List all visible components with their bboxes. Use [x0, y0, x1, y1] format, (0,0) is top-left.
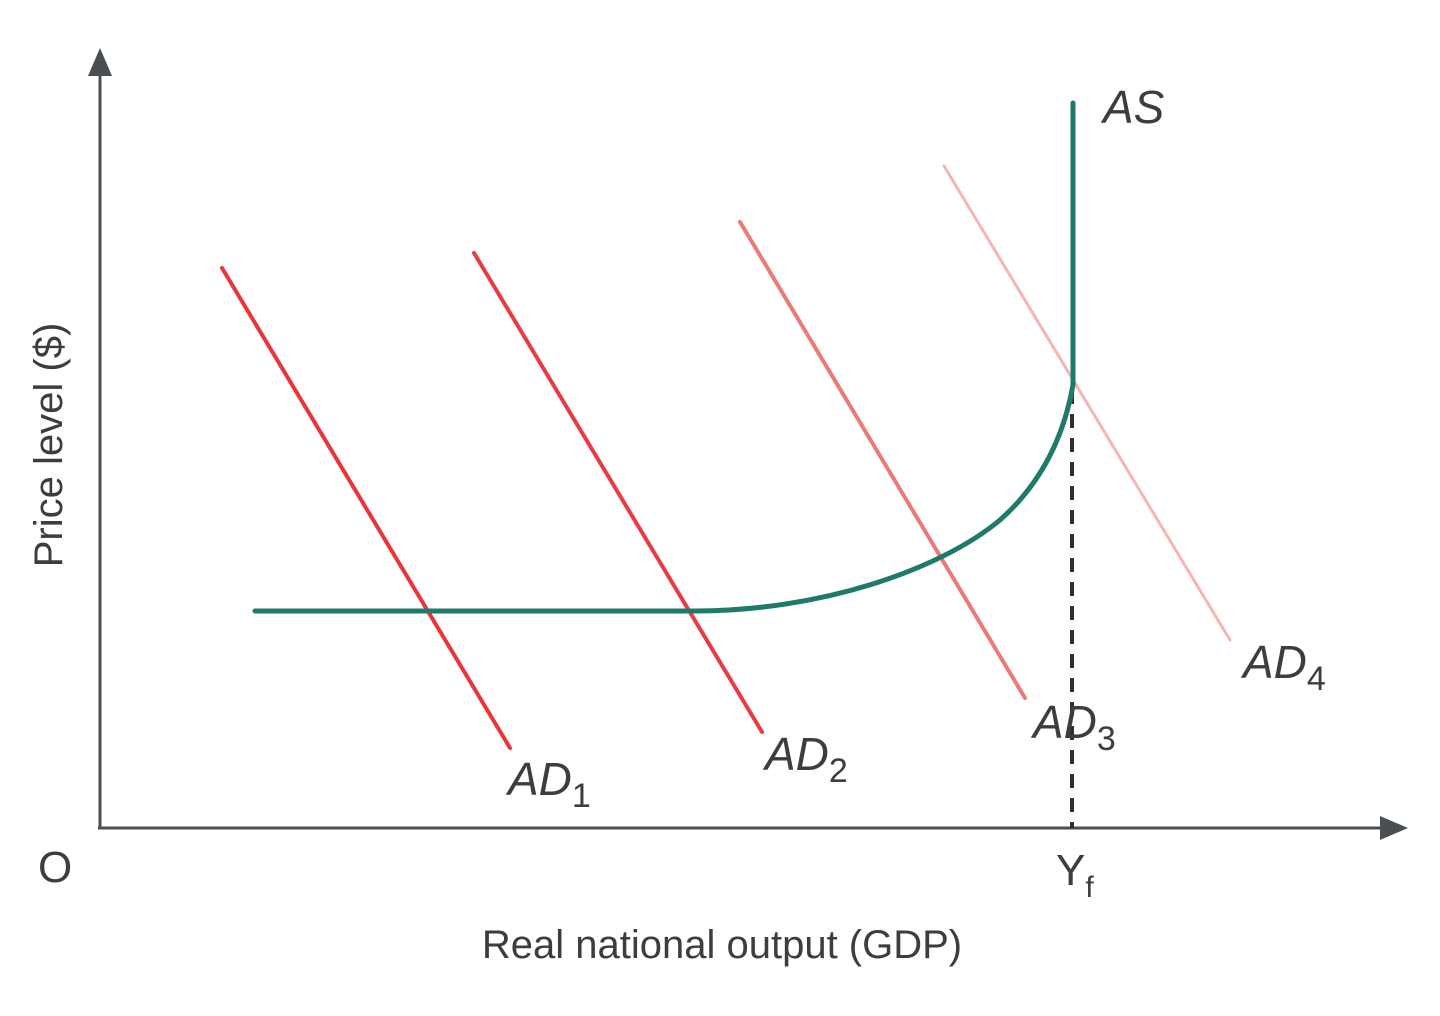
- ad3-label-main: AD: [1030, 696, 1097, 748]
- y-axis-arrowhead: [88, 48, 112, 76]
- ad3-curve: [738, 220, 1027, 700]
- x-axis-title: Real national output (GDP): [482, 923, 962, 967]
- ad4-label-sub: 4: [1307, 660, 1326, 698]
- ad1-label-sub: 1: [572, 777, 591, 815]
- ad2-label-main: AD: [762, 728, 829, 780]
- ad2-label-sub: 2: [829, 752, 848, 790]
- ad1-curve: [220, 266, 512, 750]
- axes: [88, 48, 1408, 840]
- as-label: AS: [1100, 81, 1165, 133]
- ad4-label-main: AD: [1240, 636, 1307, 688]
- ad2-label: AD2: [762, 728, 848, 790]
- ad3-label-sub: 3: [1097, 720, 1116, 758]
- ad3-label: AD3: [1030, 696, 1116, 758]
- yf-label-main: Y: [1056, 846, 1085, 895]
- as-curve: [252, 100, 1076, 614]
- yf-label-sub: f: [1085, 871, 1094, 904]
- aggregate-demand-curves: [220, 164, 1232, 750]
- ad1-label: AD1: [505, 753, 591, 815]
- x-axis-arrowhead: [1380, 816, 1408, 840]
- ad2-curve: [472, 251, 764, 734]
- ad4-curve: [942, 164, 1232, 642]
- full-employment-output-label: Yf: [1056, 846, 1094, 904]
- ad1-label-main: AD: [505, 753, 572, 805]
- origin-label: O: [38, 843, 72, 892]
- y-axis-title: Price level ($): [27, 323, 71, 568]
- ad4-label: AD4: [1240, 636, 1326, 698]
